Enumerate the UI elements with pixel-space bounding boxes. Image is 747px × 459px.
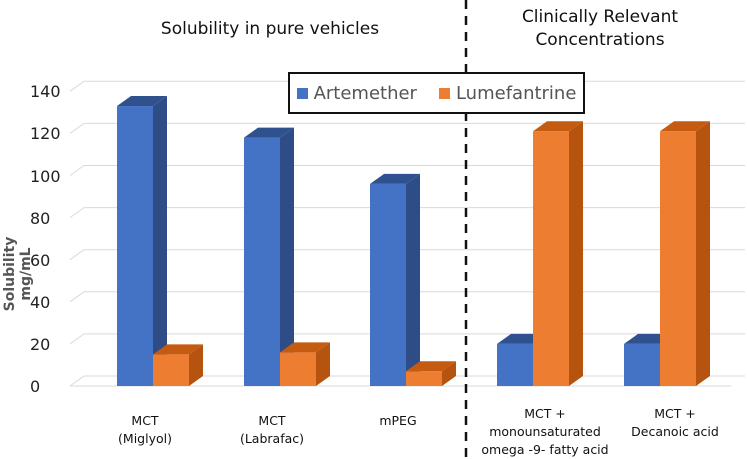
legend-swatch-artemether <box>296 87 308 99</box>
gridline-depth <box>69 80 85 92</box>
bar-artemether-2-front <box>370 183 406 386</box>
bar-lumefantrine-1-side <box>316 342 330 386</box>
bar-artemether-1-front <box>244 137 280 386</box>
gridline-depth <box>69 249 85 261</box>
bar-lumefantrine-0-top <box>153 344 203 355</box>
chart-title-left: Solubility in pure vehicles <box>160 19 380 39</box>
bar-artemether-1-top <box>244 127 294 138</box>
y-tick-label: 20 <box>30 334 51 354</box>
gridline-depth <box>69 122 85 134</box>
x-category-label-line: Decanoic acid <box>631 424 719 439</box>
x-category-label-line: MCT <box>258 413 286 428</box>
bar-lumefantrine-2 <box>406 361 456 386</box>
bar-artemether-4-front <box>624 343 660 386</box>
bar-lumefantrine-3-top <box>533 121 583 132</box>
x-category-label: MCT (Miglyol) <box>70 412 220 448</box>
bar-artemether-0 <box>117 96 167 386</box>
bar-lumefantrine-3-front <box>533 131 569 386</box>
x-category-label-line: mPEG <box>379 413 417 428</box>
bar-lumefantrine-0-front <box>153 354 189 386</box>
chart-title-right: Clinically Relevant Concentrations <box>490 6 710 52</box>
bar-lumefantrine-1-top <box>280 342 330 353</box>
bar-artemether-1-side <box>280 127 294 387</box>
legend-entry-artemether: Artemether <box>296 82 417 104</box>
bar-lumefantrine-4-side <box>696 121 710 387</box>
legend-swatch-lumefantrine <box>438 87 450 99</box>
x-category-label: mPEG <box>323 412 473 430</box>
y-tick-label: 40 <box>30 292 51 312</box>
bar-lumefantrine-2-side <box>442 361 456 386</box>
x-category-label: MCT (Labrafac) <box>197 412 347 448</box>
bar-lumefantrine-1 <box>280 342 330 386</box>
bar-lumefantrine-1-front <box>280 352 316 386</box>
bar-lumefantrine-2-front <box>406 371 442 386</box>
bar-artemether-0-front <box>117 106 153 386</box>
x-category-label-line: MCT + <box>524 406 566 421</box>
bar-lumefantrine-4-front <box>660 131 696 386</box>
bar-artemether-2-side <box>406 173 420 386</box>
y-tick-label: 140 <box>30 82 61 102</box>
bar-lumefantrine-2-top <box>406 361 456 372</box>
y-tick-label: 120 <box>30 124 61 144</box>
x-category-label: MCT + Decanoic acid <box>600 405 747 441</box>
x-category-label-line: (Miglyol) <box>118 431 172 446</box>
bar-artemether-2-top <box>370 173 420 184</box>
bar-lumefantrine-3 <box>533 121 583 387</box>
bar-artemether-0-top <box>117 96 167 107</box>
gridline-depth <box>69 165 85 176</box>
bar-lumefantrine-0-side <box>189 344 203 386</box>
x-category-label-line: (Labrafac) <box>239 431 305 446</box>
gridline-depth <box>69 375 85 387</box>
legend-entry-lumefantrine: Lumefantrine <box>438 82 577 104</box>
gridline-depth <box>69 333 85 345</box>
chart-title-right-line-1: Clinically Relevant <box>521 7 679 27</box>
y-tick-label: 100 <box>30 166 61 186</box>
bar-artemether-2 <box>370 173 420 386</box>
legend-label-lumefantrine: Lumefantrine <box>455 82 577 104</box>
x-category-label-line: MCT <box>131 413 159 428</box>
x-category-label-line: omega -9- fatty acid <box>481 442 609 457</box>
legend-label-artemether: Artemether <box>313 82 417 104</box>
chart-title-right-line-2: Concentrations <box>535 30 665 50</box>
bar-lumefantrine-4-top <box>660 121 710 132</box>
bar-lumefantrine-0 <box>153 344 203 386</box>
bar-artemether-1 <box>244 127 294 387</box>
bars <box>117 96 710 387</box>
bar-lumefantrine-4 <box>660 121 710 387</box>
x-category-label-line: monounsaturated <box>489 424 601 439</box>
bar-artemether-0-side <box>153 96 167 386</box>
y-tick-label: 60 <box>30 250 51 270</box>
x-category-label-line: MCT + <box>654 406 696 421</box>
y-tick-label: 0 <box>30 377 41 396</box>
gridline-depth <box>69 291 85 303</box>
y-tick-label: 80 <box>30 208 51 228</box>
gridline-depth <box>69 207 85 219</box>
y-axis-label: Solubility mg/mL <box>2 236 34 312</box>
bar-lumefantrine-3-side <box>569 121 583 387</box>
bar-artemether-3-front <box>497 343 533 386</box>
x-category-label: MCT + monounsaturated omega -9- fatty acid <box>470 405 620 459</box>
legend: Artemether Lumefantrine <box>288 72 585 114</box>
